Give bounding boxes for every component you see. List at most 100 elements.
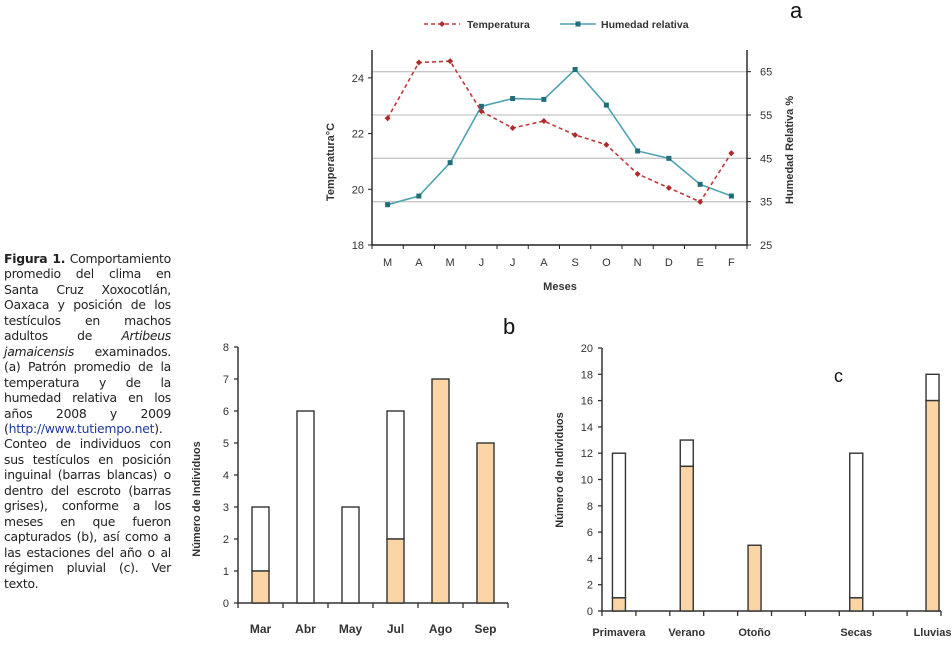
chart-a-x-tick-label: A [540, 257, 548, 269]
chart-c-bar-scrotal [747, 544, 762, 612]
temperature-series-line [386, 60, 733, 203]
chart-a-left-tick-label: 18 [352, 240, 364, 252]
source-link[interactable]: http://www.tutiempo.net [8, 420, 155, 436]
temperature-data-point [572, 131, 579, 138]
temperature-data-point [603, 141, 610, 148]
temperature-data-point [634, 170, 641, 177]
humidity-data-point [635, 148, 641, 154]
caption-text-3: ). Conteo de individuos con sus testícul… [4, 420, 171, 591]
humidity-data-point [697, 181, 703, 187]
chart-b-bar-scrotal [431, 378, 450, 604]
chart-c-bar-scrotal [925, 399, 940, 612]
chart-a-right-axis-title: Humedad Relativa % [784, 96, 796, 204]
chart-c-bar-scrotal [611, 597, 627, 612]
chart-c-bar-inguinal [849, 452, 864, 599]
chart-c-y-tick-label: 0 [587, 606, 593, 618]
chart-c-y-tick-label: 10 [581, 475, 593, 487]
chart-c-y-tick-label: 18 [581, 369, 593, 381]
chart-c-bar-inguinal [611, 452, 627, 599]
chart-c-seasonal-counts: c Número de Individuos 0 2 4 6 8 10 12 14 16 18 20… [554, 343, 951, 639]
chart-a-x-tick-label: O [602, 257, 611, 269]
chart-a-left-tick-label: 22 [352, 129, 364, 141]
chart-a-legend: Temperatura Humedad relativa [424, 19, 689, 31]
chart-c-x-tick-label: Verano [668, 627, 705, 639]
chart-c-y-axis-title: Número de Individuos [554, 412, 566, 528]
humidity-data-point [385, 202, 391, 208]
figure-label: Figura 1. [4, 251, 66, 266]
chart-b-x-tick-label: Abr [295, 622, 316, 636]
humidity-data-point [447, 160, 453, 166]
chart-b-y-tick-label: 3 [223, 502, 229, 514]
temperature-data-point [697, 198, 704, 205]
chart-b-bar-inguinal [341, 506, 360, 604]
figure-caption: Figura 1. Comportamiento promedio del cl… [4, 251, 171, 591]
chart-b-y-tick-label: 7 [223, 374, 229, 386]
caption-text-2: examinados. (a) Patrón promedio de la te… [4, 343, 171, 436]
caption-text-1: Comportamiento promedio del clima en San… [4, 251, 171, 344]
chart-b-bar-scrotal [386, 538, 405, 604]
humidity-series-line [387, 68, 732, 206]
panel-label-b: b [503, 314, 515, 339]
chart-a-x-tick-label: N [634, 257, 642, 269]
temperature-data-point [478, 108, 485, 115]
temperature-data-point [447, 58, 454, 65]
humidity-data-point [510, 96, 516, 102]
chart-b-x-tick-label: Jul [387, 622, 404, 636]
chart-a-right-tick-label: 25 [760, 240, 772, 252]
chart-a-right-tick-label: 35 [760, 197, 772, 209]
chart-a-x-tick-label: E [696, 257, 703, 269]
chart-c-y-tick-label: 4 [587, 553, 593, 565]
chart-a-left-tick-label: 24 [352, 73, 364, 85]
chart-b-x-tick-label: Sep [474, 622, 496, 636]
panel-label-c: c [834, 366, 843, 386]
chart-c-y-tick-label: 12 [581, 448, 593, 460]
temperature-data-point [728, 150, 735, 157]
chart-b-x-tick-label: Ago [429, 622, 452, 636]
chart-b-bar-inguinal [386, 410, 405, 540]
chart-a-x-tick-label: J [510, 257, 516, 269]
legend-humidity-marker [575, 21, 581, 27]
humidity-data-point [728, 193, 734, 199]
chart-a-right-tick-label: 55 [760, 110, 772, 122]
chart-a-x-tick-label: F [728, 257, 735, 269]
temperature-data-point [540, 118, 547, 125]
chart-c-y-tick-label: 14 [581, 422, 593, 434]
chart-a-right-tick-label: 45 [760, 153, 772, 165]
chart-b-y-tick-label: 5 [223, 438, 229, 450]
chart-c-bar-inguinal [925, 373, 940, 402]
humidity-data-point [478, 103, 484, 109]
temperature-data-point [665, 184, 672, 191]
panel-label-a: a [790, 0, 803, 23]
chart-b-x-tick-label: May [339, 622, 363, 636]
chart-c-bar-scrotal [679, 465, 694, 612]
chart-a-right-tick-label: 65 [760, 67, 772, 79]
temperature-data-point [384, 115, 391, 122]
chart-c-y-tick-label: 16 [581, 396, 593, 408]
species-name: Artibeus jamaicensis [4, 328, 171, 359]
chart-c-x-tick-label: Primavera [592, 627, 646, 639]
chart-b-monthly-counts: b Número de Individuos 0 1 2 3 4 5 6 7 8 Mar Abr Ma… [191, 314, 515, 636]
chart-b-y-tick-label: 2 [223, 534, 229, 546]
chart-a-x-tick-label: M [446, 257, 455, 269]
legend-humidity-label: Humedad relativa [601, 19, 689, 31]
chart-c-y-tick-label: 8 [587, 501, 593, 513]
chart-b-x-tick-label: Mar [250, 622, 272, 636]
humidity-data-point [572, 67, 578, 72]
chart-a-x-axis-title: Meses [543, 281, 577, 293]
chart-c-x-tick-label: Secas [840, 627, 872, 639]
humidity-data-point [416, 193, 422, 199]
chart-c-x-tick-label: Otoño [738, 627, 771, 639]
chart-a-left-tick-label: 20 [352, 184, 364, 196]
chart-a-x-tick-label: A [415, 257, 423, 269]
humidity-data-point [603, 102, 609, 108]
temperature-data-point [415, 59, 422, 66]
chart-a-x-tick-label: D [665, 257, 673, 269]
chart-a-x-tick-label: M [383, 257, 392, 269]
chart-c-bar-scrotal [849, 597, 864, 612]
humidity-data-point [666, 155, 672, 161]
chart-b-bar-inguinal [251, 506, 270, 572]
legend-temperature-marker [439, 21, 445, 27]
chart-b-y-tick-label: 6 [223, 406, 229, 418]
chart-c-bar-inguinal [679, 439, 694, 468]
